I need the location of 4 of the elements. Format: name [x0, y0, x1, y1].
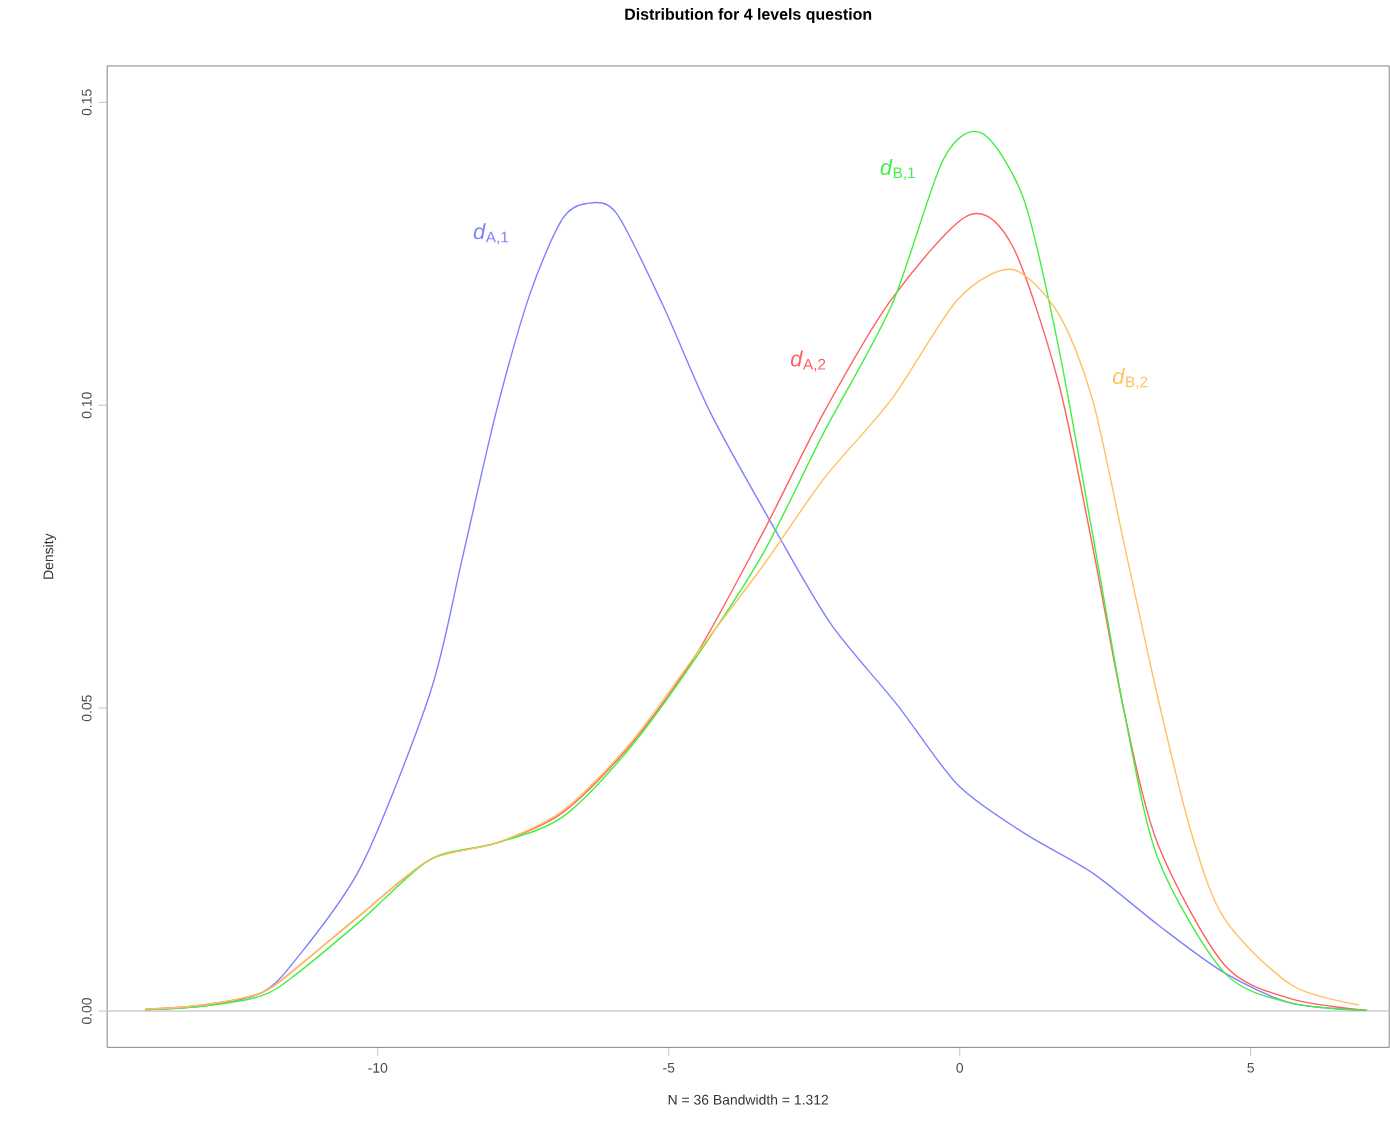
series-label: d$_{B,1}$	[880, 159, 915, 181]
series-label: d$_{A,2}$	[790, 350, 826, 372]
series-label: d$_{A,1}$	[473, 223, 509, 245]
series-label: d$_{B,2}$	[1112, 368, 1148, 390]
